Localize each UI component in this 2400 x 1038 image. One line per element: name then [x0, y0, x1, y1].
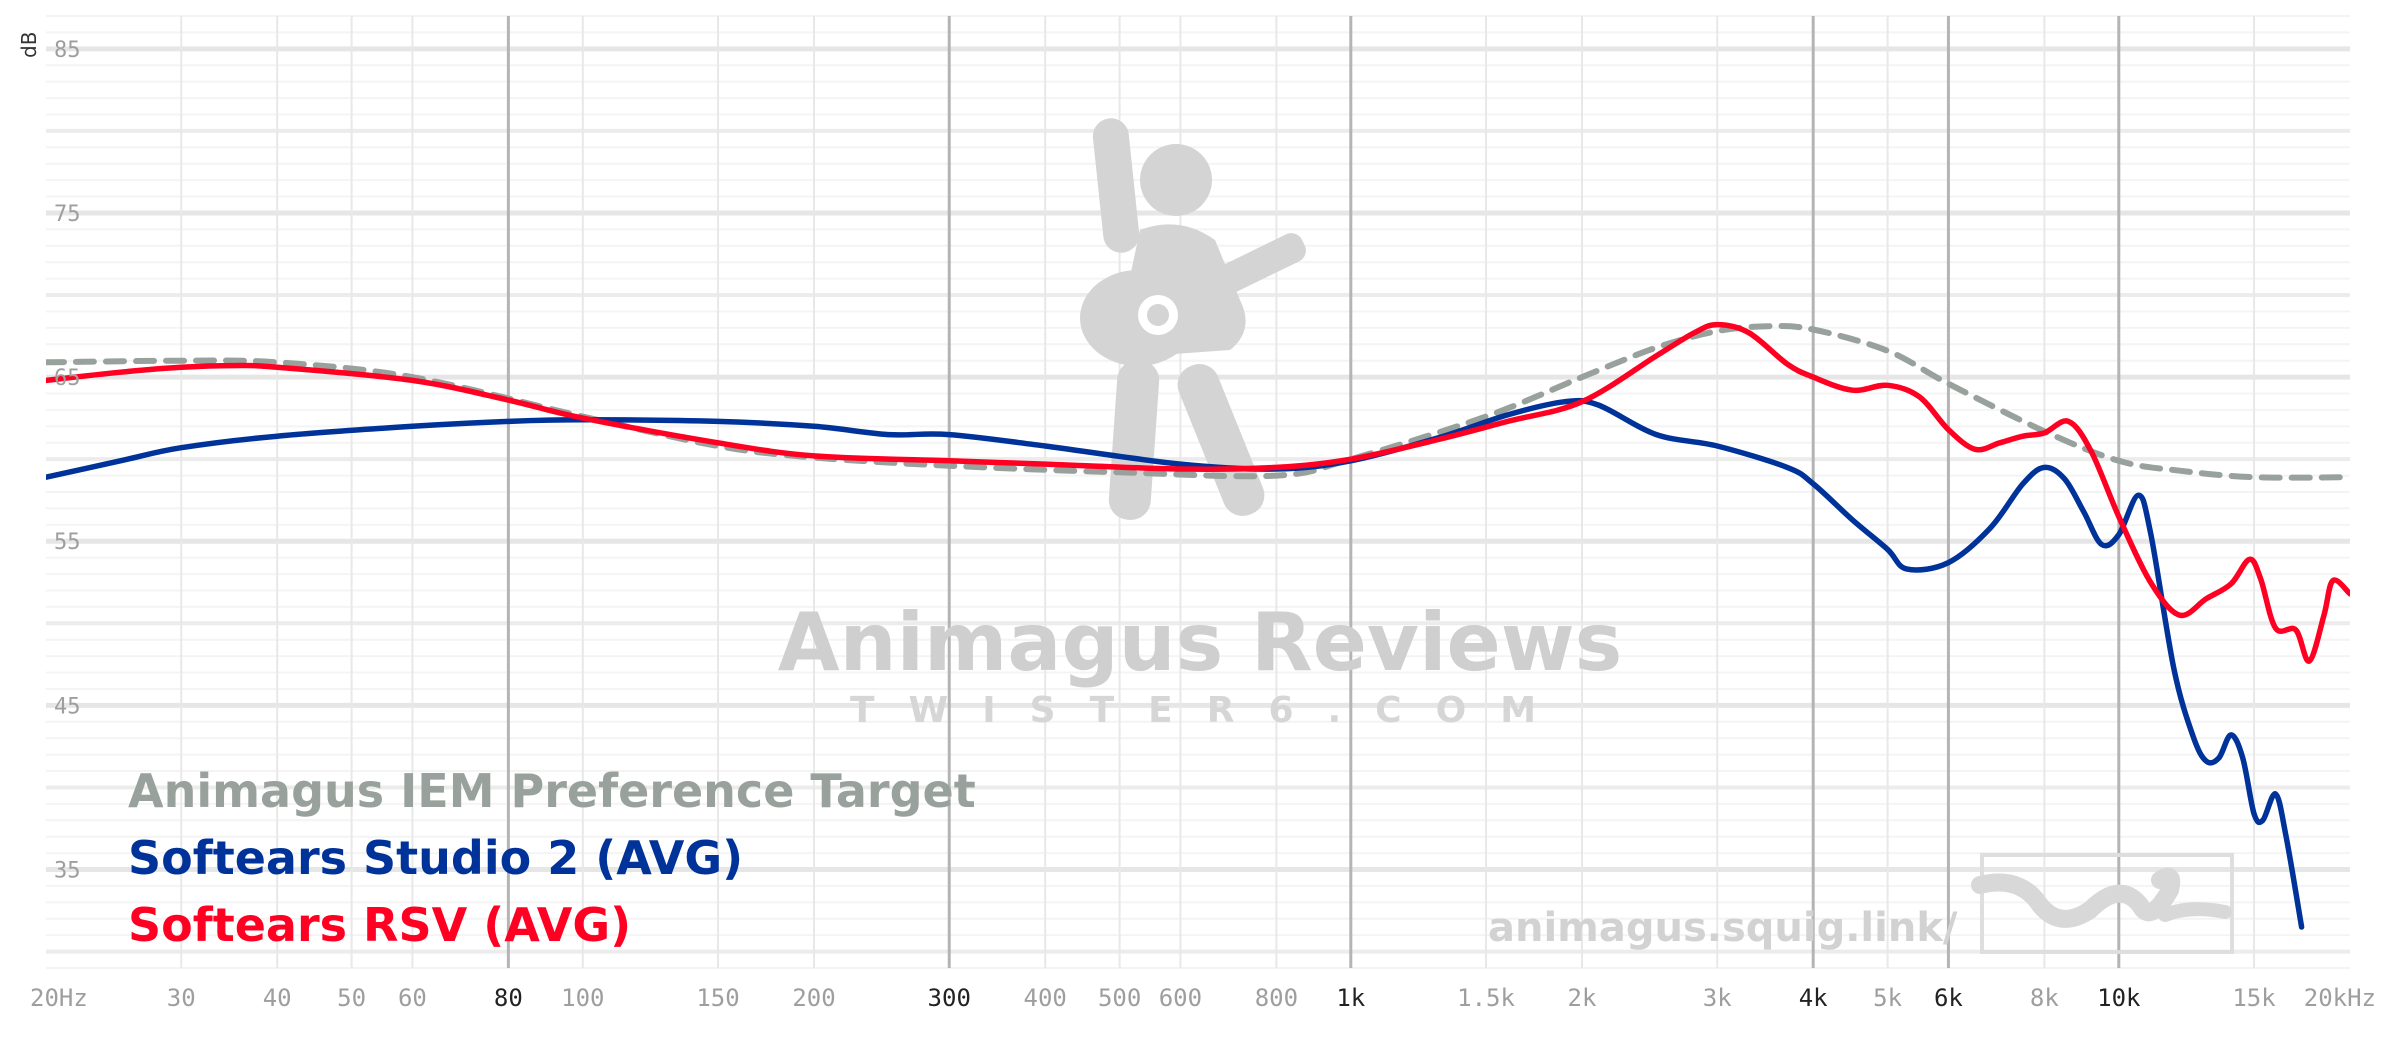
x-tick-label: 1k [1336, 984, 1365, 1012]
x-tick-label: 10k [2097, 984, 2141, 1012]
x-tick-label: 60 [398, 984, 427, 1012]
x-tick-label: 20Hz [30, 984, 88, 1012]
x-tick-label: 600 [1159, 984, 1202, 1012]
grid [46, 15, 2350, 969]
series-line-2 [46, 397, 2305, 930]
x-tick-label: 500 [1098, 984, 1141, 1012]
y-tick-label: 65 [54, 366, 81, 391]
x-tick-label: 5k [1873, 984, 1902, 1012]
series-line-3 [46, 321, 2350, 664]
legend-entry: Softears Studio 2 (AVG) [128, 831, 743, 885]
x-tick-label: 100 [561, 984, 604, 1012]
x-tick-label: 3k [1703, 984, 1732, 1012]
y-tick-labels: 35 45 55 65 75 85 [54, 38, 81, 884]
series-layer [46, 321, 2350, 930]
x-tick-label: 300 [928, 984, 971, 1012]
x-tick-label: 80 [494, 984, 523, 1012]
legend: Animagus IEM Preference Target Softears S… [128, 764, 976, 952]
x-tick-label: 40 [263, 984, 292, 1012]
y-tick-label: 45 [54, 694, 81, 719]
x-tick-label: 400 [1024, 984, 1067, 1012]
x-tick-label: 800 [1255, 984, 1298, 1012]
x-tick-labels: 20Hz 30 40 50 60 80 100 150 200 300 400 500 600 800 1k… [30, 984, 2376, 1012]
watermark-title: Animagus Reviews [778, 596, 1623, 689]
watermark: Animagus Reviews TWISTER6.COM animagus.s… [778, 118, 2234, 954]
y-tick-label: 35 [54, 859, 81, 884]
y-tick-label: 55 [54, 530, 81, 555]
x-tick-label: 150 [696, 984, 739, 1012]
x-tick-label: 20kHz [2304, 984, 2376, 1012]
squig-logo-icon [1971, 853, 2234, 954]
legend-entry: Animagus IEM Preference Target [128, 764, 976, 818]
x-tick-label: 8k [2030, 984, 2059, 1012]
legend-entry: Softears RSV (AVG) [128, 898, 631, 952]
x-tick-label: 200 [792, 984, 835, 1012]
x-tick-label: 4k [1799, 984, 1828, 1012]
x-tick-label: 1.5k [1457, 984, 1515, 1012]
x-tick-label: 2k [1568, 984, 1597, 1012]
y-tick-label: 85 [54, 38, 81, 63]
x-tick-label: 30 [167, 984, 196, 1012]
y-axis-label: dB [17, 32, 41, 58]
watermark-url: animagus.squig.link/ [1488, 905, 1958, 951]
watermark-subtitle: TWISTER6.COM [850, 690, 1570, 731]
x-tick-label: 50 [337, 984, 366, 1012]
y-tick-label: 75 [54, 202, 81, 227]
x-tick-label: 6k [1934, 984, 1963, 1012]
x-tick-label: 15k [2232, 984, 2276, 1012]
